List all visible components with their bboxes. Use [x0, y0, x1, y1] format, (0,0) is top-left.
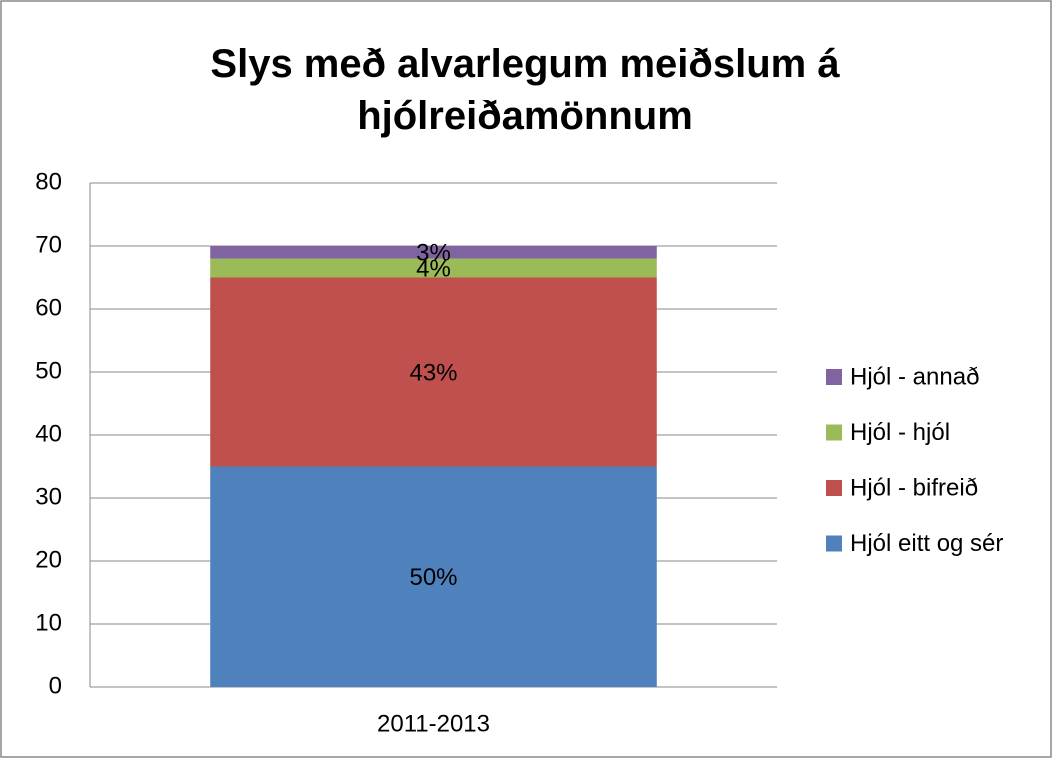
y-tick-label: 10: [35, 609, 62, 636]
bar-segment: [210, 466, 657, 687]
bar-segment: [210, 258, 657, 278]
legend-swatch: [826, 424, 842, 441]
y-tick-label: 50: [35, 357, 62, 384]
y-tick-label: 80: [35, 168, 62, 195]
legend-swatch: [826, 480, 842, 496]
legend-label: Hjól - bifreið: [850, 474, 978, 501]
y-tick-label: 70: [35, 231, 62, 258]
y-tick-label: 40: [35, 420, 62, 447]
legend-swatch: [826, 369, 842, 385]
y-tick-label: 60: [35, 294, 62, 321]
chart-title: Slys með alvarlegum meiðslum á hjólreiða…: [210, 42, 840, 138]
data-label: 3%: [416, 240, 451, 267]
y-tick-label: 30: [35, 483, 62, 510]
x-tick-label: 2011-2013: [377, 710, 490, 737]
legend-swatch: [826, 535, 842, 552]
legend-label: Hjól - hjól: [850, 419, 950, 446]
data-label: 43%: [409, 359, 457, 386]
bar-segment: [210, 277, 657, 467]
data-label: 50%: [409, 564, 457, 591]
y-tick-label: 20: [35, 546, 62, 573]
data-label: 4%: [416, 255, 451, 282]
legend-label: Hjól - annað: [850, 363, 979, 390]
legend-label: Hjól eitt og sér: [850, 530, 1003, 557]
bar-segment: [210, 246, 657, 259]
y-tick-label: 0: [49, 672, 62, 699]
